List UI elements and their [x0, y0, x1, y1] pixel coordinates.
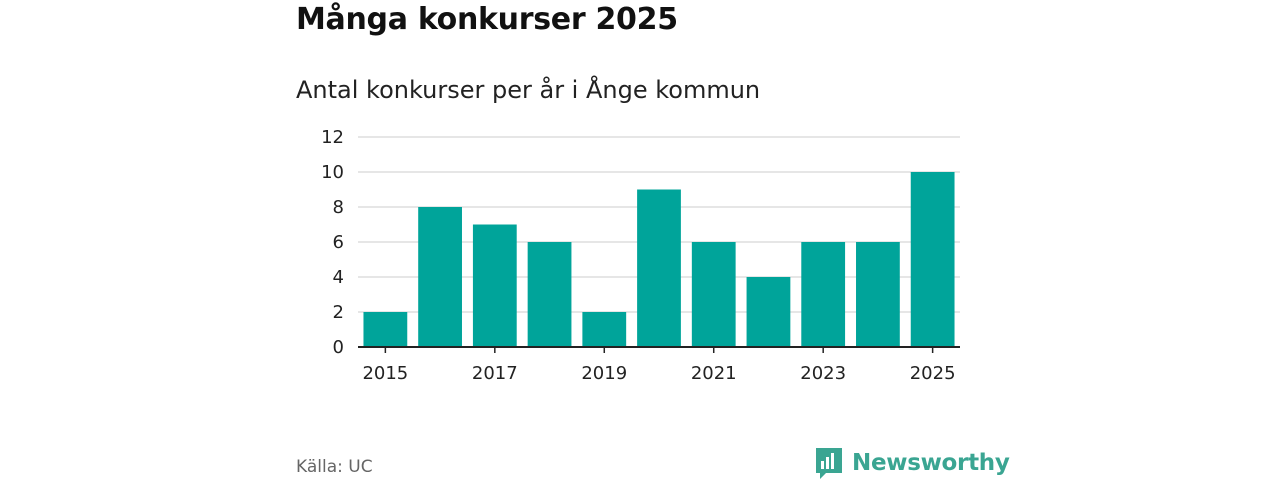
bar-2017 — [472, 224, 517, 347]
bar-2020 — [637, 189, 681, 347]
x-tick-label: 2025 — [910, 363, 956, 384]
bar-2024 — [856, 242, 900, 347]
bar-2022 — [746, 277, 791, 347]
y-tick-label: 8 — [333, 197, 344, 218]
x-tick-label: 2019 — [581, 363, 627, 384]
x-tick-label: 2017 — [472, 363, 518, 384]
source-note: Källa: UC — [296, 457, 373, 477]
y-tick-label: 0 — [333, 337, 344, 358]
brand-logo: Newsworthy — [814, 446, 1010, 480]
y-tick-label: 10 — [321, 162, 344, 183]
y-tick-label: 4 — [333, 267, 344, 288]
bar-2015 — [363, 312, 408, 347]
bar-2018 — [527, 242, 572, 347]
bar-2016 — [418, 207, 462, 347]
brand-name: Newsworthy — [852, 450, 1010, 476]
bar-2025 — [910, 172, 955, 347]
y-tick-label: 12 — [321, 127, 344, 148]
bar-2023 — [801, 242, 846, 347]
y-tick-label: 6 — [333, 232, 344, 253]
chart-subtitle: Antal konkurser per år i Ånge kommun — [296, 76, 761, 104]
x-tick-label: 2023 — [800, 363, 846, 384]
bar-2019 — [582, 312, 627, 347]
x-tick-label: 2015 — [362, 363, 408, 384]
y-tick-label: 2 — [333, 302, 344, 323]
x-tick-label: 2021 — [691, 363, 737, 384]
chart-title: Många konkurser 2025 — [296, 2, 678, 37]
bar-2021 — [691, 242, 736, 347]
newsworthy-logo-icon — [816, 448, 842, 479]
